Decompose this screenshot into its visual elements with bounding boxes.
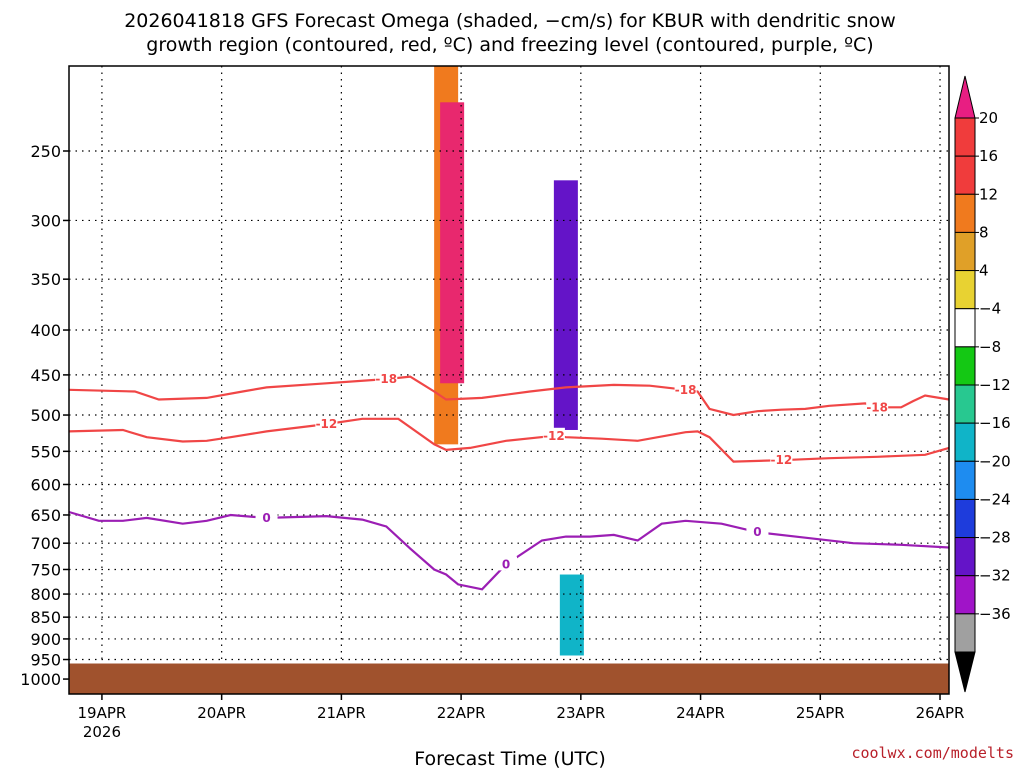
chart-title-line-1: 2026041818 GFS Forecast Omega (shaded, −…: [124, 10, 896, 32]
ground-terrain: [69, 663, 949, 694]
colorbar-bottom-arrow: [954, 651, 976, 693]
y-tick-label-750: 750: [30, 560, 61, 579]
x-tick-label-20APR: 20APR: [197, 704, 246, 722]
omega-shading: [434, 66, 584, 656]
colorbar-swatch-10: [954, 498, 976, 539]
x-axis-label: Forecast Time (UTC): [414, 748, 605, 768]
y-tick-label-400: 400: [30, 321, 61, 340]
x-tick-label-26APR: 26APR: [916, 704, 965, 722]
colorbar-swatch-3: [954, 231, 976, 272]
contour-label--12-0: -12: [316, 417, 338, 431]
colorbar-swatch-13: [954, 613, 976, 653]
contour-line--12: [68, 417, 950, 463]
colorbar-swatch-0: [954, 117, 976, 157]
x-tick-label-21APR: 21APR: [317, 704, 366, 722]
x-tick-sublabel-19APR: 2026: [83, 723, 121, 741]
x-tick-label-25APR: 25APR: [796, 704, 845, 722]
colorbar-label-10: −24: [979, 490, 1011, 508]
y-tick-label-800: 800: [30, 585, 61, 604]
omega-cell-2: [553, 180, 578, 430]
y-tick-label-300: 300: [30, 211, 61, 230]
colorbar-top-arrow: [954, 75, 976, 119]
contour-label-bg--12-1: [542, 427, 565, 442]
y-tick-label-250: 250: [30, 142, 61, 161]
y-tick-label-900: 900: [30, 630, 61, 649]
contour-lines: -18 -18 -18 -12 -12 -12 0 0 0: [68, 371, 950, 591]
credit-link[interactable]: coolwx.com/modelts: [851, 744, 1014, 762]
colorbar-label-8: −16: [979, 414, 1011, 432]
colorbar-label-4: 4: [979, 262, 989, 280]
contour-label-bg-0-2: [746, 524, 769, 539]
colorbar-swatch-2: [954, 193, 976, 233]
y-tick-label-500: 500: [30, 406, 61, 425]
plot-background: [69, 66, 949, 694]
colorbar-swatch-4: [954, 270, 976, 310]
colorbar-label-1: 16: [979, 147, 998, 165]
colorbar-swatch-5: [954, 308, 976, 348]
y-tick-label-700: 700: [30, 534, 61, 553]
y-tick-label-350: 350: [30, 270, 61, 289]
plot-frame: [68, 65, 950, 695]
colorbar-swatch-12: [954, 575, 976, 615]
colorbar-label-11: −28: [979, 529, 1011, 547]
omega-cell-1: [440, 102, 465, 384]
contour-label--12-2: -12: [771, 453, 793, 467]
x-tick-label-22APR: 22APR: [437, 704, 486, 722]
colorbar-swatch-9: [954, 460, 976, 500]
contour-label--18-2: -18: [866, 400, 888, 414]
contour-line-0: [68, 510, 950, 591]
contour-label-0-1: 0: [502, 557, 510, 571]
colorbar-swatch-11: [954, 537, 976, 577]
y-tick-label-550: 550: [30, 442, 61, 461]
plot-area: -18 -18 -18 -12 -12 -12 0 0 0: [68, 65, 950, 695]
y-tick-label-600: 600: [30, 475, 61, 494]
colorbar-label-5: −4: [979, 300, 1001, 318]
contour-label-0-0: 0: [262, 511, 270, 525]
contour-label-bg--18-2: [866, 399, 889, 414]
y-tick-label-950: 950: [30, 651, 61, 670]
contour-label--12-1: -12: [543, 429, 565, 443]
x-tick-label-24APR: 24APR: [676, 704, 725, 722]
colorbar-swatch-6: [954, 346, 976, 386]
contour-label--18-1: -18: [675, 383, 697, 397]
chart-title-line-2: growth region (contoured, red, ºC) and f…: [146, 34, 873, 56]
y-tick-label-450: 450: [30, 366, 61, 385]
contour-label-bg--12-2: [770, 452, 793, 467]
gridlines: [69, 66, 949, 694]
x-tick-label-19APR: 19APR: [78, 704, 127, 722]
contour-label-bg--18-1: [674, 381, 697, 396]
colorbar-swatch-8: [954, 422, 976, 462]
y-tick-label-1000: 1000: [20, 670, 61, 689]
y-tick-label-850: 850: [30, 608, 61, 627]
colorbar-label-7: −12: [979, 376, 1011, 394]
colorbar-label-2: 12: [979, 185, 998, 203]
colorbar: 20 16 12 8 4 −4 −8 −12 −16 −20 −24 −28 −32 −36: [954, 75, 1011, 693]
contour-label-bg--18-0: [375, 371, 398, 386]
colorbar-swatch-7: [954, 384, 976, 424]
x-tick-label-23APR: 23APR: [556, 704, 605, 722]
y-axis: 250 300 350 400 450 500 550 600 650 700 750 800 850 9…: [20, 142, 69, 689]
contour-label-bg-0-1: [495, 556, 518, 571]
omega-cell-3: [559, 574, 584, 656]
colorbar-swatch-1: [954, 155, 976, 195]
contour-label-bg-0-0: [255, 509, 278, 524]
contour-label--18-0: -18: [375, 372, 397, 386]
colorbar-label-0: 20: [979, 109, 998, 127]
contour-label-bg--12-0: [315, 416, 338, 431]
colorbar-label-12: −32: [979, 567, 1011, 585]
colorbar-label-13: −36: [979, 605, 1011, 623]
y-tick-label-650: 650: [30, 506, 61, 525]
colorbar-label-6: −8: [979, 338, 1001, 356]
contour-label-0-2: 0: [753, 525, 761, 539]
colorbar-label-9: −20: [979, 452, 1011, 470]
colorbar-label-3: 8: [979, 223, 989, 241]
